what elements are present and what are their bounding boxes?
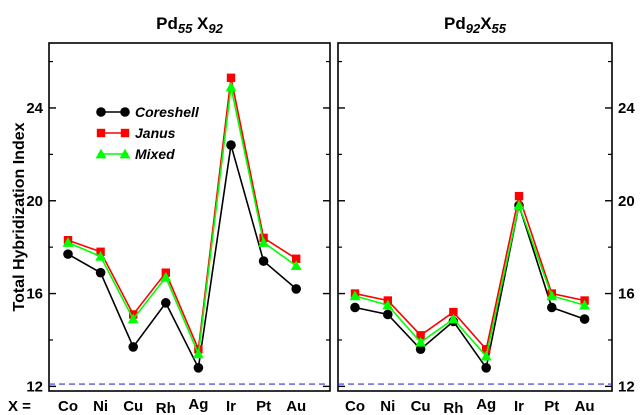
y-axis-label: Total Hybridization Index: [11, 122, 28, 311]
panel-2: Pd92X55 12 16 20 24 Co Ni Cu Rh Ag Ir Pt Au: [337, 14, 635, 415]
data-point: [448, 313, 459, 324]
data-point: [416, 331, 425, 340]
data-point: [579, 314, 590, 324]
data-point: [383, 309, 393, 320]
legend-marker: [96, 107, 106, 117]
x-tick-label: Cu: [411, 398, 431, 415]
x-tick-label: Ir: [514, 398, 524, 415]
legend-item-coreshell: Coreshell: [96, 104, 200, 120]
data-point: [513, 200, 525, 210]
x-tick-label: Ni: [93, 398, 108, 415]
series-mixed: [62, 81, 302, 359]
data-point: [226, 73, 236, 82]
x-tick-label: Au: [286, 398, 306, 415]
data-point: [161, 298, 171, 308]
x-prefix-label: X =: [8, 398, 31, 415]
data-point: [415, 336, 426, 347]
y-tick-label: 12: [618, 378, 635, 395]
y-tick-label: 20: [618, 193, 635, 210]
plot-frame: [48, 42, 331, 392]
data-point: [63, 249, 73, 259]
data-point: [481, 363, 492, 373]
series-line: [67, 77, 297, 353]
legend-marker: [119, 148, 131, 159]
legend-label: Mixed: [135, 146, 175, 162]
y-tick-label: 16: [618, 286, 635, 303]
x-tick-label: Au: [575, 398, 595, 415]
data-point: [193, 348, 204, 359]
data-point: [546, 290, 558, 301]
legend-item-mixed: Mixed: [95, 146, 175, 162]
data-point: [480, 350, 492, 361]
series-janus: [350, 191, 589, 354]
data-point: [128, 342, 138, 352]
panel-title: Pd92X55: [444, 14, 507, 36]
legend-label: Coreshell: [135, 104, 200, 120]
data-point: [225, 81, 237, 92]
legend-label: Janus: [135, 125, 176, 141]
panel-1: Pd55 X92 12 16 20 24 Co Ni Cu Rh Ag Ir Pt Au Total Hy…: [8, 14, 331, 415]
data-point: [160, 271, 172, 282]
legend-marker: [120, 128, 130, 138]
data-point: [514, 191, 524, 201]
data-point: [291, 284, 302, 294]
data-point: [579, 299, 590, 310]
data-point: [258, 256, 269, 266]
data-point: [290, 260, 302, 271]
series-line: [354, 202, 585, 370]
legend-marker: [120, 107, 130, 117]
data-point: [226, 140, 236, 150]
legend-item-janus: Janus: [96, 125, 176, 141]
x-tick-label: Co: [345, 398, 365, 415]
x-tick-label: Rh: [443, 400, 463, 415]
data-point: [449, 307, 458, 317]
data-point: [350, 302, 360, 313]
y-tick-label: 12: [26, 378, 43, 395]
panel-title: Pd55 X92: [156, 14, 223, 36]
series-line: [354, 202, 585, 358]
series-coreshell: [350, 200, 590, 373]
series-line: [67, 86, 297, 357]
x-tick-label: Pt: [544, 398, 559, 415]
series-coreshell: [63, 140, 302, 373]
y-tick-label: 24: [26, 100, 43, 117]
x-tick-label: Cu: [123, 398, 143, 415]
data-point: [482, 345, 491, 354]
x-tick-label: Ir: [226, 398, 236, 415]
x-tick-label: Pt: [256, 398, 271, 415]
data-point: [127, 313, 139, 324]
x-tick-label: Co: [58, 398, 78, 415]
data-point: [193, 363, 204, 373]
plot-frame: [337, 42, 613, 392]
data-point: [382, 299, 394, 310]
x-tick-label: Ag: [476, 396, 496, 413]
series-mixed: [349, 200, 590, 361]
data-point: [547, 302, 557, 313]
y-tick-label: 24: [618, 100, 635, 117]
series-line: [354, 193, 585, 351]
data-point: [95, 267, 106, 278]
series-line: [67, 144, 297, 371]
x-tick-label: Rh: [156, 400, 176, 415]
legend-marker: [96, 128, 106, 138]
y-tick-label: 20: [26, 193, 43, 210]
data-point: [292, 254, 301, 263]
legend: Coreshell Janus Mixed: [95, 104, 200, 162]
data-point: [62, 237, 74, 247]
data-point: [258, 237, 269, 247]
data-point: [415, 344, 426, 355]
x-tick-label: Ag: [188, 396, 208, 413]
x-tick-label: Ni: [380, 398, 395, 415]
data-point: [95, 251, 106, 261]
data-point: [349, 290, 361, 301]
legend-marker: [95, 148, 107, 159]
y-tick-label: 16: [26, 286, 43, 303]
